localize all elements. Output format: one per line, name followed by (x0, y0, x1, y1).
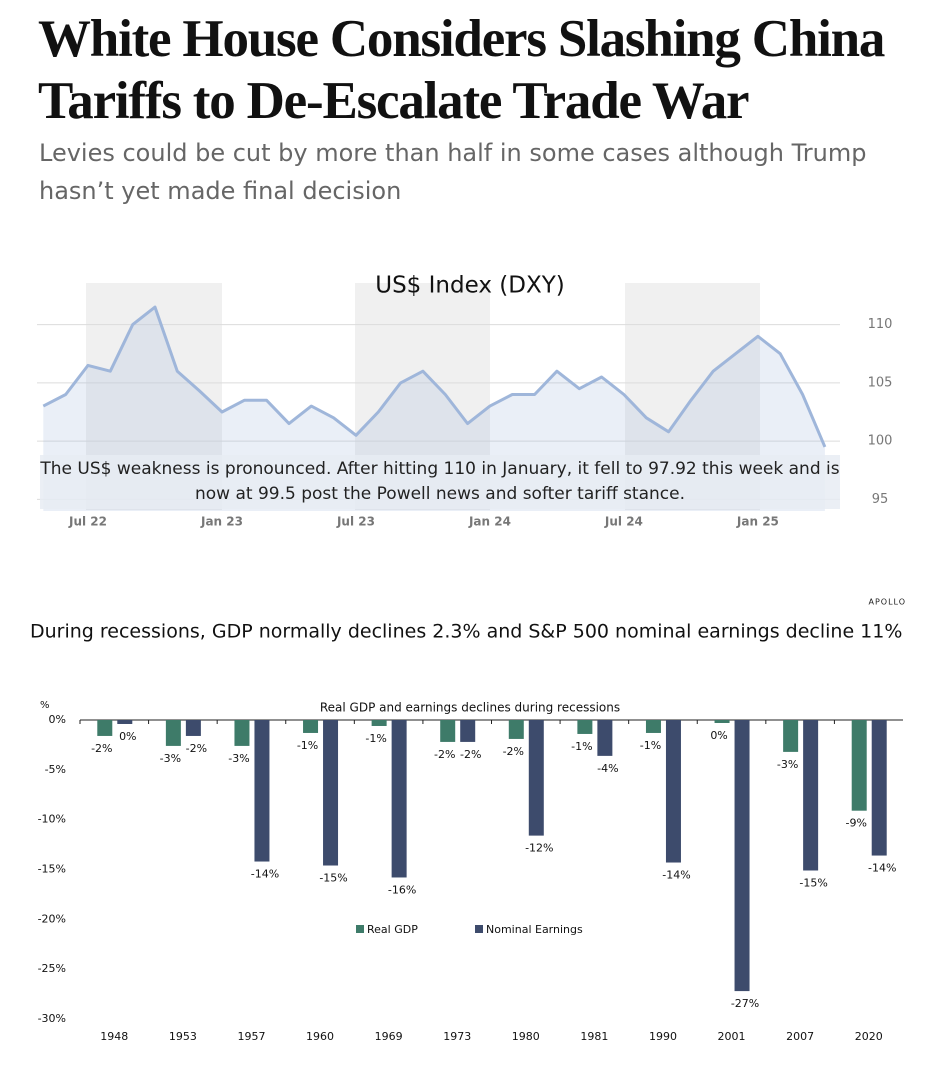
value-label: -14% (662, 869, 690, 882)
bar (734, 720, 750, 992)
value-label: -16% (388, 883, 416, 896)
value-label: -1% (571, 740, 592, 753)
bar (371, 720, 387, 726)
bar (665, 720, 681, 863)
x-tick-label: 1969 (375, 1030, 403, 1043)
bar (508, 720, 524, 739)
value-label: -1% (297, 739, 318, 752)
x-tick-label: 2001 (718, 1030, 746, 1043)
x-tick-label: 1953 (169, 1030, 197, 1043)
bar (577, 720, 593, 734)
legend-label: Real GDP (367, 923, 418, 936)
x-tick-label: Jul 22 (68, 515, 107, 529)
value-label: -2% (460, 748, 481, 761)
bar (323, 720, 339, 866)
bar (803, 720, 819, 871)
legend-swatch (356, 925, 364, 933)
value-label: 0% (710, 729, 727, 742)
x-tick-label: Jan 24 (468, 515, 511, 529)
y-tick-label: -10% (38, 813, 66, 826)
x-tick-label: 1957 (237, 1030, 265, 1043)
x-tick-label: 2020 (855, 1030, 883, 1043)
value-label: -3% (777, 758, 798, 771)
value-label: -4% (597, 762, 618, 775)
x-tick-label: Jan 25 (736, 515, 779, 529)
subheadline: Levies could be cut by more than half in… (39, 139, 867, 205)
x-tick-label: 1948 (100, 1030, 128, 1043)
y-tick-label: 95 (872, 492, 889, 507)
y-tick-label: -25% (38, 962, 66, 975)
x-tick-label: Jul 24 (604, 515, 643, 529)
bar (783, 720, 799, 752)
value-label: -2% (503, 745, 524, 758)
bar (440, 720, 456, 742)
value-label: -14% (868, 862, 896, 875)
bar (117, 720, 133, 724)
value-label: -12% (525, 842, 553, 855)
x-tick-label: Jan 23 (200, 515, 243, 529)
y-tick-label: -20% (38, 912, 66, 925)
x-tick-label: 1973 (443, 1030, 471, 1043)
x-tick-label: 1960 (306, 1030, 334, 1043)
source: APOLLO (868, 598, 906, 607)
value-label: -1% (640, 739, 661, 752)
bar (185, 720, 201, 736)
bar (303, 720, 319, 733)
value-label: -3% (228, 752, 249, 765)
bar (97, 720, 113, 736)
bar (597, 720, 613, 756)
bar (851, 720, 867, 811)
y-tick-label: 0% (49, 713, 66, 726)
annotation: The US$ weakness is pronounced. After hi… (40, 455, 840, 509)
value-label: -2% (91, 742, 112, 755)
y-tick-label: -15% (38, 863, 66, 876)
y-tick-label: -5% (45, 763, 66, 776)
bar (460, 720, 476, 742)
chart-title: US$ Index (DXY) (375, 273, 564, 299)
bar (645, 720, 661, 733)
bar (234, 720, 250, 746)
value-label: -2% (186, 742, 207, 755)
value-label: -15% (319, 872, 347, 885)
chart-title: Real GDP and earnings declines during re… (320, 701, 620, 715)
bar (391, 720, 407, 878)
value-label: -1% (365, 732, 386, 745)
legend-label: Nominal Earnings (486, 923, 583, 936)
x-tick-label: 1980 (512, 1030, 540, 1043)
bar (165, 720, 181, 746)
x-tick-label: 2007 (786, 1030, 814, 1043)
y-tick-label: -30% (38, 1012, 66, 1025)
x-tick-label: 1981 (580, 1030, 608, 1043)
value-label: -14% (251, 868, 279, 881)
bar (528, 720, 544, 836)
value-label: 0% (119, 730, 136, 743)
x-tick-label: Jul 23 (336, 515, 375, 529)
y-tick-label: 100 (868, 434, 893, 449)
headline: White House Considers Slashing China Tar… (38, 10, 885, 130)
bar (254, 720, 270, 862)
value-label: -2% (434, 748, 455, 761)
caption: During recessions, GDP normally declines… (30, 621, 902, 643)
bar (871, 720, 887, 856)
value-label: -27% (731, 997, 759, 1010)
legend-swatch (475, 925, 483, 933)
bar (714, 720, 730, 723)
value-label: -15% (799, 876, 827, 889)
y-tick-label: 110 (868, 317, 893, 332)
y-axis-label: % (40, 700, 50, 711)
value-label: -9% (845, 817, 866, 830)
x-tick-label: 1990 (649, 1030, 677, 1043)
line (42, 305, 827, 448)
y-tick-label: 105 (868, 375, 893, 390)
value-label: -3% (160, 752, 181, 765)
